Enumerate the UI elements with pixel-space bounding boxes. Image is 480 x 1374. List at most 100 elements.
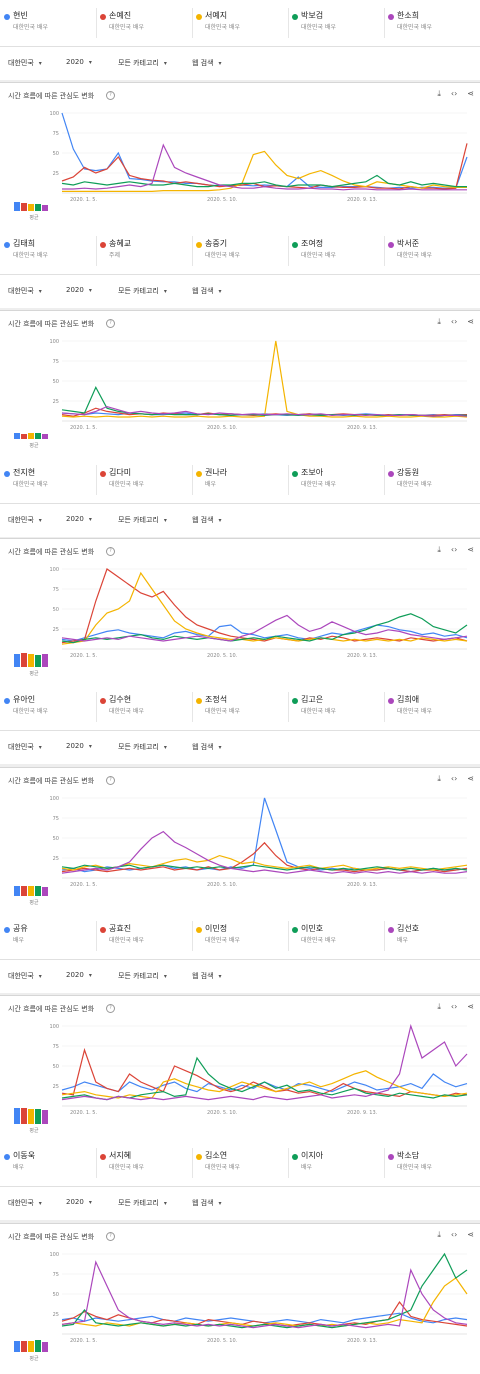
term-4[interactable]: 이지아 배우 xyxy=(288,1146,384,1182)
term-3[interactable]: 이민정 대한민국 배우 xyxy=(192,919,288,955)
term-1[interactable]: 유아인 대한민국 배우 xyxy=(0,690,96,726)
embed-icon[interactable]: ‹› xyxy=(450,545,458,554)
download-icon[interactable]: ⤓ xyxy=(437,317,441,326)
search-type-filter[interactable]: 웹 검색 ▾ xyxy=(192,515,222,525)
x-tick-label: 2020. 5. 10. xyxy=(207,425,238,431)
term-subtitle: 대한민국 배우 xyxy=(205,1164,241,1171)
category-filter[interactable]: 모든 카테고리 ▾ xyxy=(118,58,167,68)
category-filter[interactable]: 모든 카테고리 ▾ xyxy=(118,1198,167,1208)
download-icon[interactable]: ⤓ xyxy=(437,89,441,98)
term-1[interactable]: 전지현 대한민국 배우 xyxy=(0,463,96,499)
region-filter[interactable]: 대한민국 ▾ xyxy=(8,1198,42,1208)
region-filter[interactable]: 대한민국 ▾ xyxy=(8,286,42,296)
search-type-filter[interactable]: 웹 검색 ▾ xyxy=(192,742,222,752)
term-divider xyxy=(192,8,193,38)
x-tick-label: 2020. 9. 13. xyxy=(347,1110,378,1116)
help-icon[interactable]: ? xyxy=(106,91,115,100)
help-icon[interactable]: ? xyxy=(106,1232,115,1241)
region-filter[interactable]: 대한민국 ▾ xyxy=(8,971,42,981)
card-title: 시간 흐름에 따른 관심도 변화 xyxy=(8,777,95,785)
search-type-filter[interactable]: 웹 검색 ▾ xyxy=(192,1198,222,1208)
term-4[interactable]: 조여정 대한민국 배우 xyxy=(288,234,384,270)
region-filter[interactable]: 대한민국 ▾ xyxy=(8,742,42,752)
download-icon[interactable]: ⤓ xyxy=(437,1230,441,1239)
term-5[interactable]: 강동원 대한민국 배우 xyxy=(384,463,480,499)
year-filter[interactable]: 2020 ▾ xyxy=(66,58,92,66)
embed-icon[interactable]: ‹› xyxy=(450,317,458,326)
term-3[interactable]: 조정석 대한민국 배우 xyxy=(192,690,288,726)
term-2[interactable]: 김다미 대한민국 배우 xyxy=(96,463,192,499)
term-name: 이민정 xyxy=(205,924,228,933)
term-subtitle: 대한민국 배우 xyxy=(13,708,49,715)
term-5[interactable]: 김희애 대한민국 배우 xyxy=(384,690,480,726)
term-5[interactable]: 박소담 대한민국 배우 xyxy=(384,1146,480,1182)
term-3[interactable]: 송중기 대한민국 배우 xyxy=(192,234,288,270)
share-icon[interactable]: ⋖ xyxy=(467,545,474,554)
help-icon[interactable]: ? xyxy=(106,319,115,328)
term-3[interactable]: 권나라 배우 xyxy=(192,463,288,499)
term-4[interactable]: 김고은 대한민국 배우 xyxy=(288,690,384,726)
term-divider xyxy=(192,465,193,495)
interest-over-time-card: 시간 흐름에 따른 관심도 변화? ⤓ ‹› ⋖ 평균 25 50 75 100 2020. 1.… xyxy=(0,767,480,918)
embed-icon[interactable]: ‹› xyxy=(450,774,458,783)
download-icon[interactable]: ⤓ xyxy=(437,545,441,554)
download-icon[interactable]: ⤓ xyxy=(437,1002,441,1011)
category-filter[interactable]: 모든 카테고리 ▾ xyxy=(118,515,167,525)
share-icon[interactable]: ⋖ xyxy=(467,774,474,783)
category-filter[interactable]: 모든 카테고리 ▾ xyxy=(118,742,167,752)
embed-icon[interactable]: ‹› xyxy=(450,89,458,98)
embed-icon[interactable]: ‹› xyxy=(450,1230,458,1239)
region-filter[interactable]: 대한민국 ▾ xyxy=(8,515,42,525)
year-filter[interactable]: 2020 ▾ xyxy=(66,1198,92,1206)
term-4[interactable]: 박보검 대한민국 배우 xyxy=(288,6,384,42)
average-bar xyxy=(35,886,41,896)
term-1[interactable]: 현빈 대한민국 배우 xyxy=(0,6,96,42)
y-tick-label: 100 xyxy=(49,567,59,573)
term-5[interactable]: 김선호 배우 xyxy=(384,919,480,955)
filters-bar: 대한민국 ▾ 2020 ▾ 모든 카테고리 ▾ 웹 검색 ▾ xyxy=(0,503,480,537)
search-type-filter[interactable]: 웹 검색 ▾ xyxy=(192,58,222,68)
term-1[interactable]: 공유 배우 xyxy=(0,919,96,955)
year-filter[interactable]: 2020 ▾ xyxy=(66,286,92,294)
x-tick-label: 2020. 1. 5. xyxy=(70,653,97,659)
search-type-filter[interactable]: 웹 검색 ▾ xyxy=(192,286,222,296)
help-icon[interactable]: ? xyxy=(106,1004,115,1013)
region-filter-label: 대한민국 xyxy=(8,516,34,524)
term-2[interactable]: 서지혜 대한민국 배우 xyxy=(96,1146,192,1182)
y-tick-label: 50 xyxy=(53,151,59,157)
download-icon[interactable]: ⤓ xyxy=(437,774,441,783)
term-divider xyxy=(384,1148,385,1178)
share-icon[interactable]: ⋖ xyxy=(467,1002,474,1011)
term-2[interactable]: 손예진 대한민국 배우 xyxy=(96,6,192,42)
term-1[interactable]: 이동욱 배우 xyxy=(0,1146,96,1182)
term-1[interactable]: 김태희 대한민국 배우 xyxy=(0,234,96,270)
term-2[interactable]: 공효진 대한민국 배우 xyxy=(96,919,192,955)
embed-icon[interactable]: ‹› xyxy=(450,1002,458,1011)
share-icon[interactable]: ⋖ xyxy=(467,89,474,98)
term-name: 김고은 xyxy=(301,695,324,704)
term-2[interactable]: 송혜교 주제 xyxy=(96,234,192,270)
category-filter[interactable]: 모든 카테고리 ▾ xyxy=(118,286,167,296)
share-icon[interactable]: ⋖ xyxy=(467,1230,474,1239)
term-5[interactable]: 한소희 대한민국 배우 xyxy=(384,6,480,42)
term-name: 김소연 xyxy=(205,1151,228,1160)
chevron-down-icon: ▾ xyxy=(38,1200,42,1207)
year-filter[interactable]: 2020 ▾ xyxy=(66,971,92,979)
search-type-filter[interactable]: 웹 검색 ▾ xyxy=(192,971,222,981)
term-3[interactable]: 서예지 대한민국 배우 xyxy=(192,6,288,42)
region-filter[interactable]: 대한민국 ▾ xyxy=(8,58,42,68)
term-4[interactable]: 이민호 대한민국 배우 xyxy=(288,919,384,955)
help-icon[interactable]: ? xyxy=(106,547,115,556)
term-2[interactable]: 김수현 대한민국 배우 xyxy=(96,690,192,726)
x-tick-label: 2020. 5. 10. xyxy=(207,197,238,203)
year-filter[interactable]: 2020 ▾ xyxy=(66,515,92,523)
help-icon[interactable]: ? xyxy=(106,776,115,785)
term-5[interactable]: 박서준 대한민국 배우 xyxy=(384,234,480,270)
category-filter[interactable]: 모든 카테고리 ▾ xyxy=(118,971,167,981)
term-4[interactable]: 조보아 대한민국 배우 xyxy=(288,463,384,499)
term-divider xyxy=(288,921,289,951)
year-filter[interactable]: 2020 ▾ xyxy=(66,742,92,750)
comparison-group: 이동욱 배우 서지혜 대한민국 배우 김소연 대한민국 배우 이지아 배우 박소담 대한민국 배우… xyxy=(0,1140,480,1220)
share-icon[interactable]: ⋖ xyxy=(467,317,474,326)
